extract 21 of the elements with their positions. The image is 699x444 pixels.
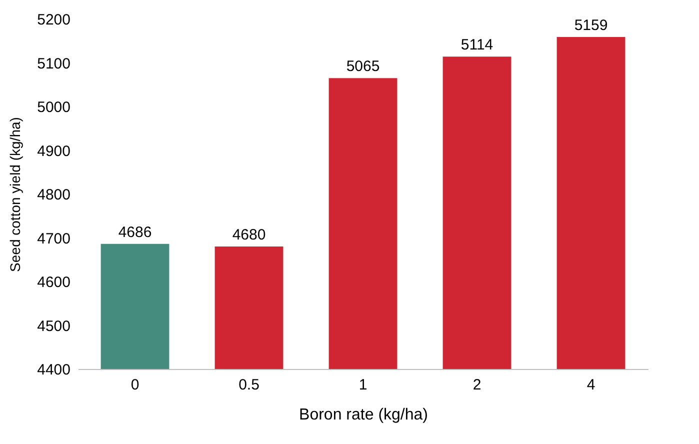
y-tick-label: 4900	[37, 142, 70, 160]
y-axis-title: Seed cotton yield (kg/ha)	[7, 117, 24, 272]
x-axis-title: Boron rate (kg/ha)	[299, 406, 428, 424]
x-tick-label: 4	[586, 376, 596, 394]
y-tick-label: 4400	[37, 362, 70, 378]
y-tick-label: 4600	[37, 274, 70, 291]
y-tick-label: 4800	[37, 186, 70, 204]
x-tick-label: 1	[358, 376, 368, 394]
data-label: 4686	[118, 224, 152, 241]
data-label: 5114	[460, 36, 494, 54]
data-label: 4680	[232, 226, 266, 244]
x-tick-label: 0.5	[238, 376, 260, 394]
y-tick-label: 4500	[37, 318, 70, 335]
y-tick-label: 4700	[37, 230, 70, 248]
x-tick-label: 2	[472, 376, 482, 394]
data-label: 5065	[346, 58, 380, 76]
y-tick-label: 5100	[37, 55, 70, 72]
x-tick-label: 0	[130, 376, 140, 394]
y-tick-label: 5000	[37, 99, 70, 116]
data-label: 5159	[574, 16, 608, 34]
y-tick-label: 5200	[37, 12, 70, 28]
